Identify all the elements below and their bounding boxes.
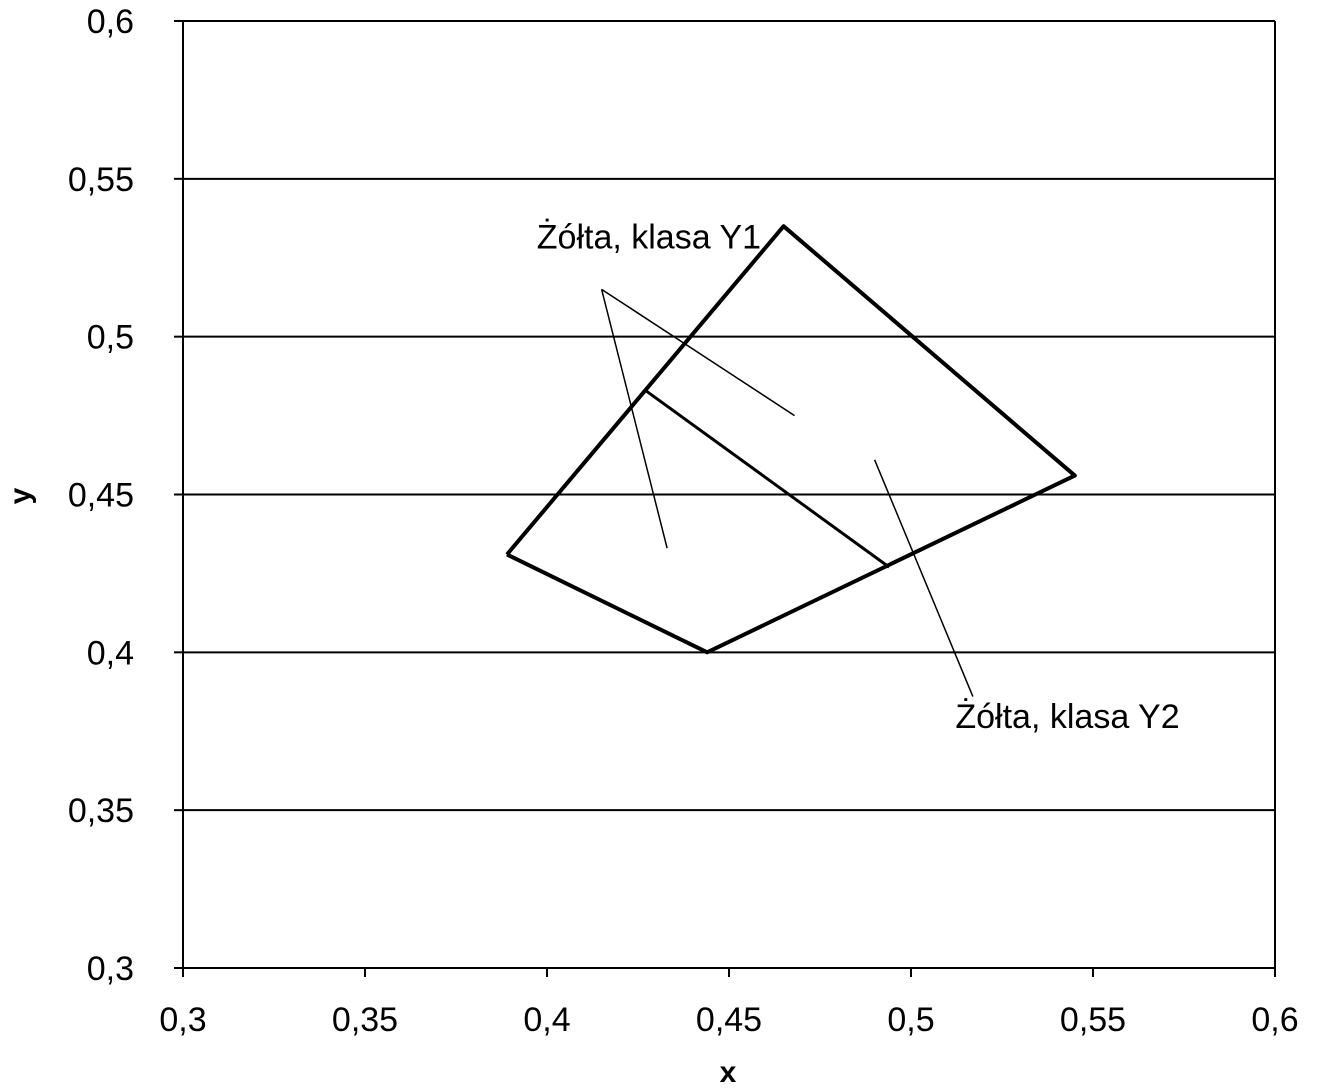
- axes: 0,3 0,35 0,4 0,45 0,5 0,55 0,6 0,3 0,35 0,4 0,45 0,…: [68, 3, 1299, 1039]
- class-divider-line: [644, 389, 891, 569]
- annotation-leaders: [600, 288, 974, 697]
- x-tick-label-0: 0,3: [159, 1001, 206, 1039]
- class-regions: [505, 224, 1077, 655]
- x-tick-label-2: 0,4: [523, 1001, 570, 1039]
- x-tick-label-3: 0,45: [696, 1001, 762, 1039]
- x-tick-label-1: 0,35: [332, 1001, 398, 1039]
- annotation-label-1: Żółta, klasa Y1: [537, 218, 761, 256]
- x-axis-title: x: [720, 1056, 737, 1088]
- y-tick-label-3: 0,45: [68, 477, 134, 515]
- y-tick-label-6: 0,6: [87, 3, 134, 41]
- leader-line-2-1: [873, 459, 974, 697]
- gridlines: [183, 20, 1275, 969]
- y-tick-label-0: 0,3: [87, 950, 134, 988]
- annotation-label-2: Żółta, klasa Y2: [955, 698, 1179, 736]
- leader-line-1-2: [601, 288, 795, 417]
- labels: Żółta, klasa Y1 Żółta, klasa Y2: [537, 218, 1180, 736]
- y-tick-label-2: 0,4: [87, 634, 134, 672]
- y-axis-title: y: [4, 487, 37, 504]
- x-tick-label-5: 0,55: [1060, 1001, 1126, 1039]
- leader-line-1-1: [600, 289, 668, 549]
- x-tick-label-4: 0,5: [887, 1001, 934, 1039]
- region-outline: [505, 224, 1077, 655]
- y-tick-label-1: 0,35: [68, 792, 134, 830]
- y-tick-label-5: 0,55: [68, 161, 134, 199]
- y-tick-label-4: 0,5: [87, 319, 134, 357]
- x-tick-label-6: 0,6: [1251, 1001, 1298, 1039]
